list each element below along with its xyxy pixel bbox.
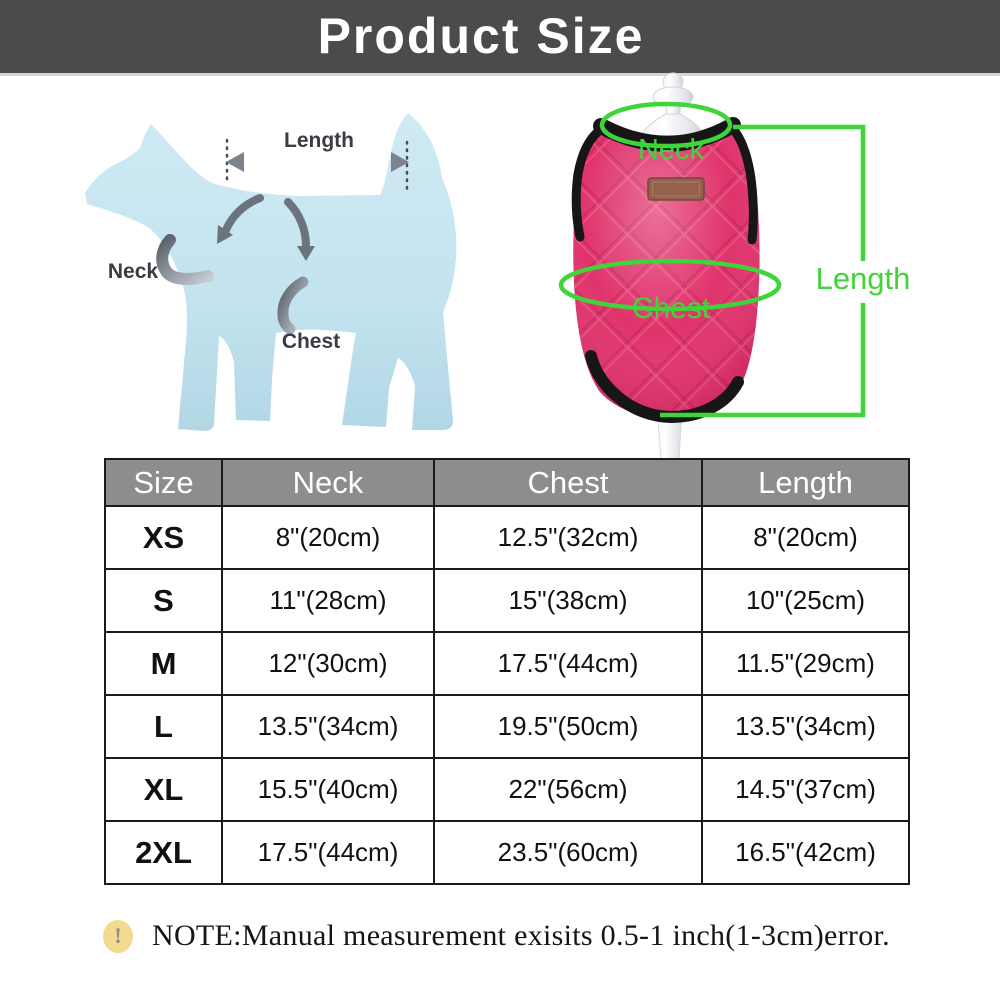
exclamation-icon: ! — [103, 919, 133, 953]
vest-shading — [573, 125, 760, 418]
chest-cell: 19.5"(50cm) — [433, 694, 703, 759]
dog-silhouette — [85, 113, 457, 431]
dog-neck-arrowhead — [217, 225, 233, 244]
length-cell: 16.5"(42cm) — [701, 820, 910, 885]
chest-cell: 12.5"(32cm) — [433, 505, 703, 570]
length-cell: 13.5"(34cm) — [701, 694, 910, 759]
neck-cell: 11"(28cm) — [221, 568, 435, 633]
length-arrowhead-left — [226, 152, 244, 172]
length-arrowhead-right — [391, 152, 409, 172]
dog-chest-band — [277, 276, 309, 335]
table-row: XL 15.5"(40cm) 22"(56cm) 14.5"(37cm) — [104, 757, 910, 822]
table-row: M 12"(30cm) 17.5"(44cm) 11.5"(29cm) — [104, 631, 910, 696]
vest-measurement-photo: Neck Chest Length — [558, 72, 911, 462]
size-cell: M — [104, 631, 223, 696]
length-cell: 11.5"(29cm) — [701, 631, 910, 696]
neck-cell: 17.5"(44cm) — [221, 820, 435, 885]
dog-chest-arrow — [284, 198, 310, 250]
length-cell: 14.5"(37cm) — [701, 757, 910, 822]
neck-cell: 15.5"(40cm) — [221, 757, 435, 822]
table-row: 2XL 17.5"(44cm) 23.5"(60cm) 16.5"(42cm) — [104, 820, 910, 885]
length-cell: 8"(20cm) — [701, 505, 910, 570]
chest-cell: 23.5"(60cm) — [433, 820, 703, 885]
dog-chest-arrowhead — [297, 246, 315, 261]
table-row: L 13.5"(34cm) 19.5"(50cm) 13.5"(34cm) — [104, 694, 910, 759]
note-row: ! NOTE:Manual measurement exisits 0.5-1 … — [103, 915, 963, 957]
dog-neck-arrow — [222, 194, 264, 234]
header-length: Length — [701, 458, 910, 507]
dog-neck-label: Neck — [108, 260, 159, 283]
vest-length-label: Length — [816, 261, 911, 296]
vest-collar-trim — [593, 117, 741, 152]
table-row: S 11"(28cm) 15"(38cm) 10"(25cm) — [104, 568, 910, 633]
page-title: Product Size — [317, 8, 645, 64]
brand-label-patch — [647, 177, 705, 201]
size-cell: XS — [104, 505, 223, 570]
chest-cell: 17.5"(44cm) — [433, 631, 703, 696]
header-banner: Product Size — [0, 0, 1000, 76]
vest-neck-label: Neck — [638, 134, 705, 166]
table-header-row: Size Neck Chest Length — [104, 458, 910, 507]
neck-measure-ellipse — [599, 101, 733, 149]
length-measure-bracket — [660, 124, 866, 418]
size-table-body: XS 8"(20cm) 12.5"(32cm) 8"(20cm) S 11"(28cm) 1… — [104, 505, 910, 885]
size-cell: XL — [104, 757, 223, 822]
dog-neck-band — [156, 234, 214, 285]
size-cell: 2XL — [104, 820, 223, 885]
chest-cell: 22"(56cm) — [433, 757, 703, 822]
length-cell: 10"(25cm) — [701, 568, 910, 633]
neck-cell: 12"(30cm) — [221, 631, 435, 696]
size-cell: L — [104, 694, 223, 759]
dog-chest-label: Chest — [282, 330, 340, 353]
size-cell: S — [104, 568, 223, 633]
vest-chest-label: Chest — [632, 292, 711, 325]
vest-armhole-trim-left — [571, 123, 608, 242]
table-row: XS 8"(20cm) 12.5"(32cm) 8"(20cm) — [104, 505, 910, 570]
dog-length-label: Length — [284, 129, 354, 152]
note-text: NOTE:Manual measurement exisits 0.5-1 in… — [152, 919, 890, 952]
neck-cell: 8"(20cm) — [221, 505, 435, 570]
header-neck: Neck — [221, 458, 435, 507]
header-size: Size — [104, 458, 223, 507]
size-table: Size Neck Chest Length XS 8"(20cm) 12.5"(3… — [104, 458, 910, 885]
chest-cell: 15"(38cm) — [433, 568, 703, 633]
chest-measure-ellipse — [558, 258, 782, 312]
header-chest: Chest — [433, 458, 703, 507]
vest-armhole-trim-right — [725, 121, 758, 245]
dog-measurement-diagram: Length Neck Chest — [85, 113, 457, 431]
neck-cell: 13.5"(34cm) — [221, 694, 435, 759]
